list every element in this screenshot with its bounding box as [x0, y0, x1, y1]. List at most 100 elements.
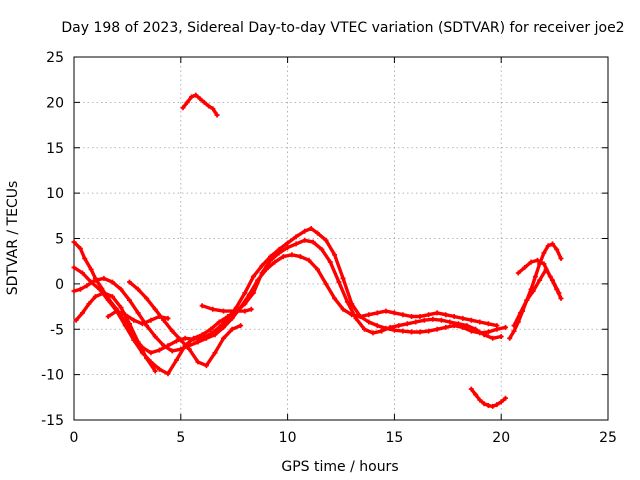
- data-point: [101, 290, 107, 296]
- data-point: [280, 254, 286, 260]
- data-point: [417, 329, 423, 335]
- series-track-7: [199, 303, 254, 314]
- data-point: [92, 277, 98, 283]
- data-point: [289, 252, 295, 258]
- data-point: [208, 326, 214, 332]
- data-point: [71, 265, 77, 270]
- data-point: [144, 323, 150, 329]
- data-point: [485, 329, 491, 335]
- y-tick-label: -5: [50, 322, 64, 338]
- data-point: [524, 297, 530, 303]
- data-point: [152, 368, 158, 374]
- data-point: [77, 246, 83, 251]
- data-point: [434, 310, 440, 316]
- data-point: [221, 335, 226, 341]
- data-point: [156, 314, 162, 319]
- data-point: [511, 323, 517, 329]
- data-point: [152, 334, 158, 339]
- data-point: [92, 294, 98, 300]
- data-point: [263, 266, 269, 272]
- data-point: [105, 297, 111, 303]
- series-track-3: [71, 252, 500, 354]
- data-point: [545, 243, 551, 249]
- data-point: [165, 371, 171, 377]
- data-point: [340, 306, 346, 312]
- data-point: [210, 106, 216, 112]
- data-point: [451, 314, 457, 319]
- data-point: [447, 319, 453, 325]
- data-point: [530, 288, 536, 294]
- data-point: [255, 277, 261, 283]
- data-point: [473, 392, 479, 398]
- data-point: [558, 256, 564, 261]
- data-point: [319, 246, 325, 252]
- data-point: [340, 275, 346, 281]
- data-point: [268, 257, 273, 263]
- series-track-12: [515, 257, 564, 301]
- data-point: [293, 234, 299, 240]
- data-point: [494, 323, 500, 329]
- data-point: [315, 266, 320, 272]
- data-point: [417, 314, 423, 319]
- data-point: [225, 314, 231, 319]
- data-point: [161, 317, 167, 323]
- data-point: [383, 308, 389, 314]
- data-point: [214, 112, 220, 118]
- data-point: [426, 312, 432, 318]
- series-track-9: [468, 386, 508, 409]
- data-point: [379, 328, 385, 334]
- data-point: [199, 303, 205, 309]
- data-point: [231, 308, 237, 314]
- data-point: [197, 96, 203, 102]
- data-point: [189, 94, 194, 100]
- data-point: [503, 324, 508, 330]
- data-point: [233, 305, 239, 310]
- data-point: [517, 310, 523, 316]
- data-point: [186, 346, 192, 352]
- data-point: [118, 286, 124, 292]
- data-point: [131, 317, 137, 323]
- x-tick-label: 10: [279, 430, 297, 446]
- data-point: [477, 319, 483, 325]
- data-point: [186, 343, 192, 349]
- data-point: [554, 246, 560, 252]
- data-point: [131, 337, 137, 343]
- data-point: [306, 257, 312, 263]
- data-point: [537, 277, 543, 283]
- data-point: [165, 315, 171, 321]
- y-tick-label: 20: [46, 95, 64, 111]
- data-point: [494, 402, 500, 408]
- data-point: [212, 332, 218, 338]
- data-point: [212, 350, 218, 356]
- data-point: [135, 310, 141, 316]
- data-point: [73, 317, 79, 323]
- data-point: [498, 399, 504, 405]
- series-track-6: [105, 308, 171, 327]
- data-point: [71, 288, 77, 294]
- data-point: [99, 285, 105, 291]
- data-point: [174, 338, 179, 344]
- data-point: [221, 324, 226, 330]
- data-point: [148, 317, 154, 323]
- series-track: [74, 291, 157, 373]
- data-point: [554, 286, 560, 292]
- data-point: [323, 281, 329, 287]
- data-point: [336, 279, 342, 285]
- data-point: [178, 337, 184, 343]
- data-point: [409, 314, 414, 319]
- data-point: [308, 226, 314, 231]
- data-point: [242, 290, 248, 296]
- data-point: [174, 357, 179, 363]
- x-tick-label: 20: [492, 430, 510, 446]
- data-point: [366, 319, 372, 325]
- data-point: [344, 299, 350, 305]
- data-point: [195, 339, 201, 345]
- data-point: [468, 317, 474, 323]
- data-point: [468, 328, 474, 334]
- data-point: [80, 310, 85, 316]
- data-point: [541, 261, 547, 267]
- data-point: [400, 328, 406, 334]
- data-point: [456, 321, 461, 327]
- x-tick-label: 5: [176, 430, 185, 446]
